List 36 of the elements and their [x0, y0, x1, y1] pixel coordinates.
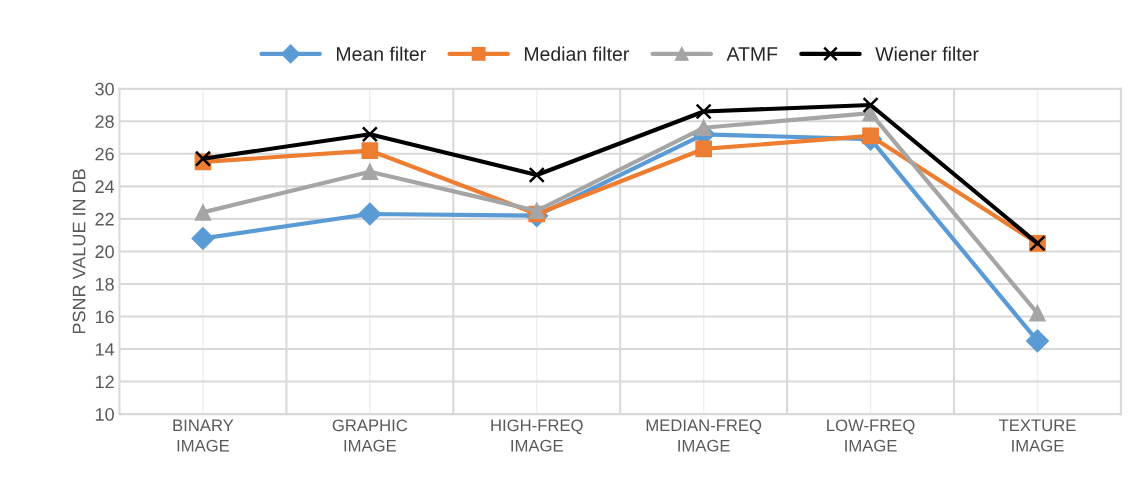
point	[358, 202, 382, 226]
x-tick-label: BINARY IMAGE	[173, 419, 234, 452]
y-tick-label: 28	[95, 115, 114, 128]
point	[528, 166, 545, 184]
y-tick-label: 30	[95, 82, 114, 96]
y-tick-label: 18	[95, 277, 114, 291]
point	[361, 163, 379, 181]
legend-label: Median filter	[524, 46, 629, 61]
point	[862, 96, 879, 114]
x-tick-label: GRAPHIC IMAGE	[332, 419, 408, 452]
point	[695, 140, 712, 158]
point	[1029, 304, 1046, 322]
point	[695, 119, 712, 137]
point	[1025, 329, 1049, 353]
x-tick-label: LOW-FREQ IMAGE	[827, 419, 915, 452]
legend-label: ATMF	[726, 47, 778, 61]
legend-label: Mean filter	[336, 46, 426, 61]
y-axis-title: PSNR VALUE IN DB	[72, 169, 86, 334]
point	[361, 126, 379, 143]
x-tick-label: MEDIAN-FREQ IMAGE	[646, 419, 762, 452]
y-tick-label: 26	[95, 147, 114, 161]
point	[194, 204, 212, 221]
x-tick-label: HIGH-FREQ IMAGE	[491, 419, 583, 452]
point	[191, 226, 215, 250]
y-tick-label: 14	[95, 343, 115, 356]
y-tick-label: 24	[95, 180, 115, 193]
y-tick-label: 10	[95, 408, 114, 421]
y-tick-label: 12	[95, 375, 114, 389]
x-tick-label: TEXTURE IMAGE	[998, 419, 1076, 452]
point	[194, 150, 212, 167]
legend-label: Wiener filter	[875, 46, 979, 61]
y-tick-label: 20	[95, 245, 114, 259]
y-tick-label: 16	[95, 310, 114, 324]
y-tick-label: 22	[95, 212, 114, 226]
point	[361, 142, 379, 159]
point	[695, 103, 712, 120]
